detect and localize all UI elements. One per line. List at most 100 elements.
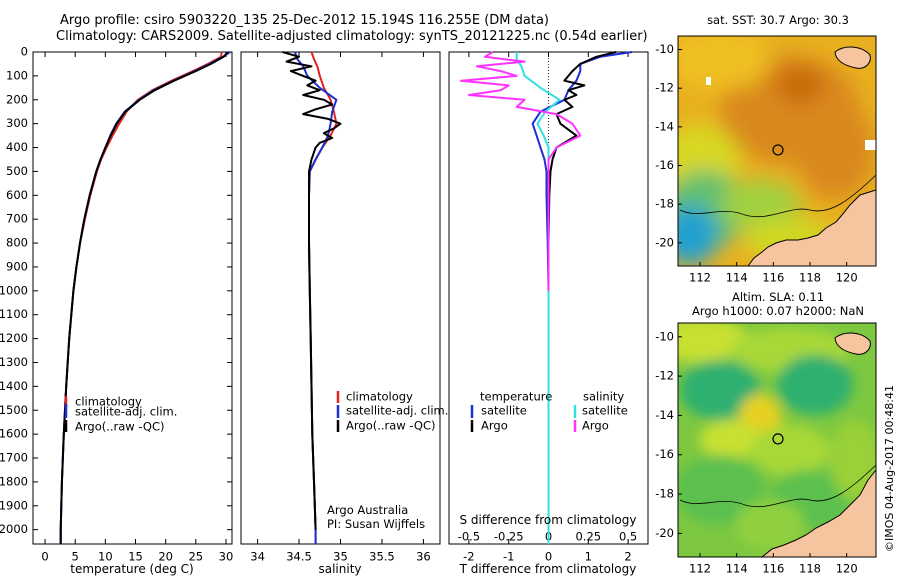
sla-field	[678, 323, 876, 557]
lon-tick-label: 114	[726, 271, 748, 285]
legend-label-s-satellite: satellite	[582, 404, 628, 418]
salinity-legend: climatology satellite-adj. clim. Argo(..…	[336, 390, 448, 433]
depth-tick-label: 600	[6, 188, 28, 202]
difference-xlabel-temperature: T difference from climatology	[459, 562, 637, 576]
lon-tick-label: 114	[726, 562, 748, 576]
salinity-xlabel: salinity	[318, 562, 361, 576]
x-tick-label: 0	[545, 550, 552, 564]
lon-tick-label: 118	[799, 271, 821, 285]
x-tick-label: 30	[219, 550, 234, 564]
depth-tick-label: 100	[6, 68, 28, 82]
temperature-xlabel: temperature (deg C)	[70, 562, 193, 576]
sst-map-panel: sat. SST: 30.7 Argo: 30.3 112 114 116 1	[655, 13, 877, 285]
salinity-annotation-line1: Argo Australia	[327, 503, 408, 517]
depth-tick-label: 400	[6, 140, 28, 154]
series-line-argo-raw-qc-	[282, 51, 342, 530]
legend-label-t-argo: Argo	[481, 419, 508, 433]
sla-map-title-line1: Altim. SLA: 0.11	[732, 290, 824, 304]
legend-label-argo: Argo(..raw -QC)	[346, 419, 436, 433]
figure-title-line2: Climatology: CARS2009. Satellite-adjuste…	[56, 29, 648, 44]
sst-field	[678, 36, 876, 266]
depth-tick-label: 2000	[0, 522, 28, 536]
lat-tick-label: -20	[655, 526, 674, 540]
depth-tick-label: 1200	[0, 331, 28, 345]
sst-map-frame	[677, 35, 877, 267]
x-tick-label: 15	[128, 550, 143, 564]
lat-tick-label: -12	[655, 81, 674, 95]
lon-tick-label: 116	[762, 271, 784, 285]
depth-tick-label: 700	[6, 212, 28, 226]
depth-tick-label: 0	[21, 45, 28, 59]
lon-tick-label: 112	[689, 562, 711, 576]
series-line-s-satellite	[515, 52, 561, 544]
depth-tick-label: 1100	[0, 307, 28, 321]
lat-tick-label: -12	[655, 369, 674, 383]
x-tick-label: -2	[463, 550, 474, 564]
depth-tick-label: 300	[6, 116, 28, 130]
depth-tick-label: 500	[6, 164, 28, 178]
legend-label-satellite: satellite-adj. clim.	[346, 404, 448, 418]
argo-float-marker	[772, 144, 784, 156]
legend-label-s-argo: Argo	[582, 419, 609, 433]
x2-tick-label: -0.5	[458, 530, 480, 544]
x-tick-label: -1	[503, 550, 514, 564]
x-tick-label: 2	[624, 550, 631, 564]
salinity-panel: 34 34.5 35 35.5 36 climatology satellite-adj…	[240, 51, 448, 576]
lat-tick-label: -14	[655, 119, 674, 133]
legend-label-satellite: satellite-adj. clim.	[75, 405, 177, 419]
x2-tick-label: 0.25	[575, 530, 601, 544]
depth-tick-label: 1600	[0, 427, 28, 441]
sst-map-title: sat. SST: 30.7 Argo: 30.3	[707, 13, 849, 27]
temperature-axes-frame	[32, 51, 233, 545]
lon-tick-label: 120	[836, 562, 858, 576]
x-tick-label: 0	[41, 550, 48, 564]
x-tick-label: 5	[72, 550, 79, 564]
depth-tick-label: 1800	[0, 474, 28, 488]
legend-label-t-satellite: satellite	[481, 404, 527, 418]
lat-tick-label: -18	[655, 487, 674, 501]
sla-map-title-line2: Argo h1000: 0.07 h2000: NaN	[692, 304, 864, 318]
legend-title-salinity: salinity	[583, 390, 624, 404]
x-tick-label: 1	[585, 550, 592, 564]
sla-map-frame	[677, 322, 877, 558]
sla-map-panel: Altim. SLA: 0.11 Argo h1000: 0.07 h2000:…	[655, 290, 877, 576]
figure-title-line1: Argo profile: csiro 5903220_135 25-Dec-2…	[60, 13, 549, 28]
x-tick-label: 25	[188, 550, 203, 564]
lon-tick-label: 120	[836, 271, 858, 285]
legend-label-climatology: climatology	[75, 395, 142, 409]
x2-tick-label: -0.25	[494, 530, 524, 544]
x-tick-label: 20	[158, 550, 173, 564]
lon-tick-label: 112	[689, 271, 711, 285]
legend-title-temperature: temperature	[480, 390, 552, 404]
difference-xlabel-salinity: S difference from climatology	[460, 513, 637, 527]
lat-tick-label: -16	[655, 158, 674, 172]
lat-tick-label: -20	[655, 235, 674, 249]
x-tick-label: 36	[416, 550, 431, 564]
depth-tick-label: 200	[6, 92, 28, 106]
x-tick-label: 34	[250, 550, 265, 564]
depth-tick-label: 1000	[0, 283, 28, 297]
depth-tick-label: 1900	[0, 498, 28, 512]
difference-legend: temperature salinity satellite Argo sate…	[470, 390, 628, 433]
salinity-annotation-line2: PI: Susan Wijffels	[327, 517, 425, 531]
x-tick-label: 35.5	[369, 550, 395, 564]
difference-panel: -2 -1 0 1 2-0.5 -0.25 0 0.25 0.5 temperature sal…	[448, 51, 649, 576]
argo-float-marker	[772, 433, 784, 445]
lat-tick-label: -16	[655, 447, 674, 461]
temperature-legend: climatology satellite-adj. clim. Argo(..…	[64, 395, 177, 434]
depth-tick-label: 1400	[0, 379, 28, 393]
legend-label-climatology: climatology	[346, 390, 413, 404]
series-line-argo-raw-qc-	[59, 51, 229, 544]
lat-tick-label: -10	[655, 42, 674, 56]
legend-label-argo: Argo(..raw -QC)	[75, 420, 165, 434]
depth-tick-label: 1700	[0, 451, 28, 465]
lon-tick-label: 116	[762, 562, 784, 576]
depth-tick-label: 1300	[0, 355, 28, 369]
depth-tick-label: 900	[6, 259, 28, 273]
depth-tick-label: 800	[6, 236, 28, 250]
series-line-s-argo	[459, 51, 582, 291]
depth-tick-label: 1500	[0, 403, 28, 417]
salinity-axes-frame	[240, 51, 441, 545]
lat-tick-label: -10	[655, 329, 674, 343]
